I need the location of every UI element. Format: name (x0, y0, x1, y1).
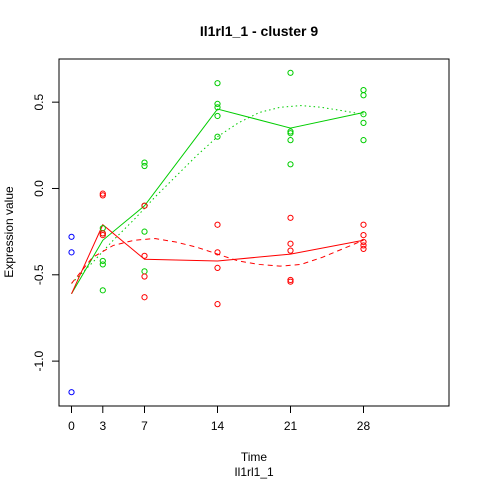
data-point (360, 238, 367, 246)
data-point (68, 389, 75, 396)
x-axis-sublabel: Il1rl1_1 (234, 465, 274, 479)
data-point (214, 80, 221, 87)
x-tick-label: 3 (99, 419, 106, 433)
data-point (214, 104, 221, 111)
x-axis-label: Time (241, 450, 268, 464)
y-tick-label: 0.5 (32, 93, 46, 110)
y-axis: -1.0 -0.5 0.0 0.5 (32, 93, 60, 371)
data-point (214, 221, 221, 228)
data-point (360, 119, 367, 126)
data-point (141, 273, 148, 280)
y-axis-label: Expression value (2, 186, 16, 278)
data-point (141, 268, 148, 275)
data-point (287, 130, 294, 137)
x-axis: 0 3 7 14 21 28 (68, 405, 371, 433)
x-tick-label: 0 (68, 419, 75, 433)
data-point (99, 261, 106, 268)
data-point (360, 137, 367, 144)
x-tick-label: 21 (284, 419, 298, 433)
data-point (287, 214, 294, 221)
data-point (360, 86, 367, 94)
data-point (141, 228, 148, 235)
x-tick-label: 7 (141, 419, 148, 433)
data-point (68, 249, 75, 256)
data-point (287, 276, 294, 284)
series-line-dotted (71, 105, 364, 284)
data-point (287, 278, 294, 285)
series-line-dashed (71, 238, 364, 284)
x-tick-label: 28 (357, 419, 371, 433)
series-lines (71, 105, 364, 295)
chart-title: Il1rl1_1 - cluster 9 (200, 23, 319, 39)
x-tick-label: 14 (211, 419, 225, 433)
data-point (99, 231, 106, 239)
data-point (360, 111, 367, 118)
series-line-solid (71, 108, 364, 295)
data-point (214, 301, 221, 308)
data-point (99, 257, 106, 265)
data-point (287, 137, 294, 144)
data-point (141, 202, 148, 209)
data-point (287, 161, 294, 168)
data-point (141, 159, 148, 166)
data-point (68, 233, 75, 240)
data-point (99, 230, 106, 237)
data-point (99, 192, 106, 199)
data-point (141, 252, 148, 259)
series-line-solid (71, 223, 364, 294)
data-point (360, 245, 367, 253)
data-point (287, 247, 294, 254)
plot-frame (58, 58, 450, 407)
data-point (360, 92, 367, 99)
data-point (360, 231, 367, 239)
data-point (360, 221, 367, 228)
data-point (141, 162, 148, 170)
data-point (214, 249, 221, 256)
data-points (68, 69, 367, 396)
y-tick-label: 0.0 (32, 180, 46, 197)
data-point (287, 128, 294, 135)
y-tick-label: -0.5 (32, 264, 46, 285)
y-tick-label: -1.0 (32, 350, 46, 371)
data-point (99, 287, 106, 294)
data-point (141, 294, 148, 301)
data-point (360, 242, 367, 249)
data-point (287, 69, 294, 76)
data-point (214, 112, 221, 120)
data-point (214, 133, 221, 140)
data-point (214, 100, 221, 107)
data-point (99, 190, 106, 197)
data-point (214, 264, 221, 271)
data-point (287, 240, 294, 247)
